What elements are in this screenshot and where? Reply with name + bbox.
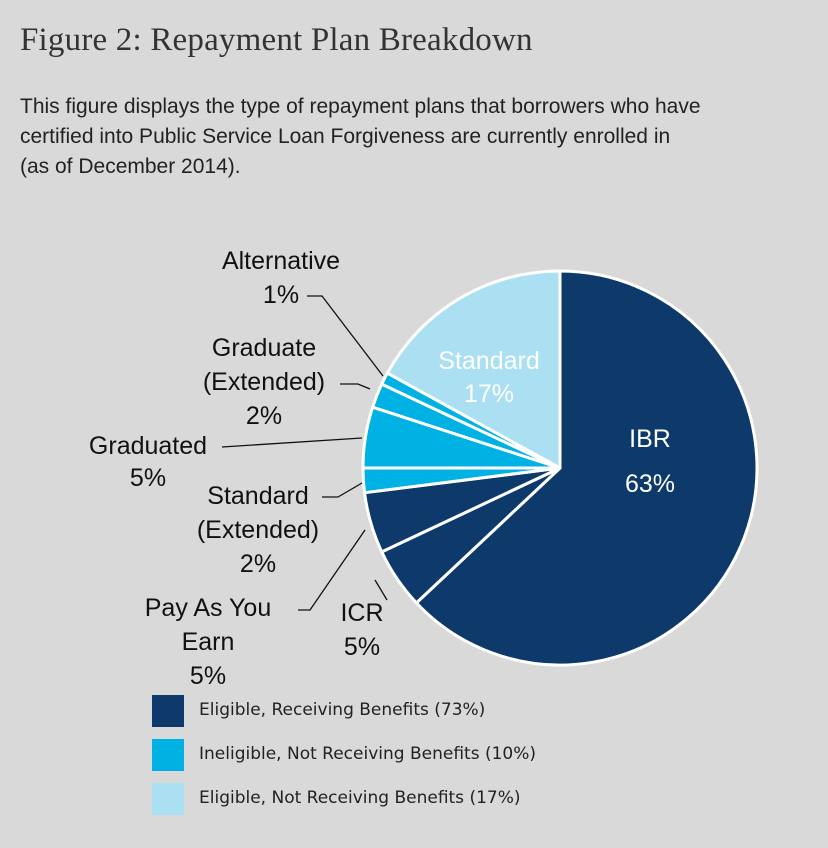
- figure-title: Figure 2: Repayment Plan Breakdown: [20, 22, 533, 58]
- slice-label-line: Standard: [438, 347, 539, 375]
- leader-line-graduated: [221, 437, 363, 448]
- slice-label-line: 2%: [240, 550, 276, 578]
- slice-label-line: Standard: [207, 482, 308, 510]
- slice-label-standard: Standard 17%: [438, 347, 539, 408]
- slice-label-standard-extended: Standard (Extended) 2%: [197, 482, 319, 578]
- pie-slice-ibr: [414, 269, 759, 667]
- leader-line-pay-as-you-earn: [298, 529, 366, 611]
- legend-swatch: [152, 695, 184, 727]
- legend-swatch: [152, 783, 184, 815]
- leader-line-alternative: [307, 295, 384, 377]
- slice-label-line: 5%: [130, 464, 166, 492]
- slice-label-icr: ICR 5%: [340, 599, 383, 661]
- subtitle-line: This figure displays the type of repayme…: [20, 95, 701, 118]
- slice-label-line: (Extended): [197, 516, 319, 544]
- subtitle-line: (as of December 2014).: [20, 155, 241, 178]
- slice-label-alternative: Alternative 1%: [222, 247, 340, 309]
- slice-label-line: 5%: [344, 633, 380, 661]
- leader-line-graduate-extended: [340, 383, 371, 390]
- leader-line-icr: [374, 579, 388, 601]
- slice-label-line: 2%: [246, 402, 282, 430]
- slice-label-line: (Extended): [203, 368, 325, 396]
- slice-label-line: IBR: [629, 425, 671, 453]
- slice-label-graduated: Graduated 5%: [89, 432, 207, 492]
- pie-slice-standard: [385, 269, 562, 470]
- figure-subtitle: This figure displays the type of repayme…: [20, 92, 810, 182]
- slice-label-line: Earn: [182, 628, 235, 656]
- slice-label-line: Alternative: [222, 247, 340, 275]
- slice-label-line: 63%: [625, 470, 675, 498]
- legend-label: Eligible, Not Receiving Benefits (17%): [199, 788, 521, 808]
- slice-label-line: Graduated: [89, 432, 207, 460]
- slice-label-line: 17%: [464, 380, 514, 408]
- legend-label: Ineligible, Not Receiving Benefits (10%): [199, 744, 537, 764]
- slice-label-line: Pay As You: [145, 594, 272, 622]
- slice-label-ibr: IBR 63%: [625, 425, 675, 498]
- slice-label-pay-as-you-earn: Pay As You Earn 5%: [145, 594, 272, 690]
- leader-line-standard-extended: [322, 482, 363, 498]
- slice-label-line: 1%: [263, 281, 299, 309]
- subtitle-line: certified into Public Service Loan Forgi…: [20, 125, 671, 148]
- slice-label-line: Graduate: [212, 334, 316, 362]
- slice-label-line: ICR: [340, 599, 383, 627]
- slice-label-line: 5%: [190, 662, 226, 690]
- legend-label: Eligible, Receiving Benefits (73%): [199, 700, 486, 720]
- legend-swatch: [152, 739, 184, 771]
- slice-label-graduate-extended: Graduate (Extended) 2%: [203, 334, 325, 430]
